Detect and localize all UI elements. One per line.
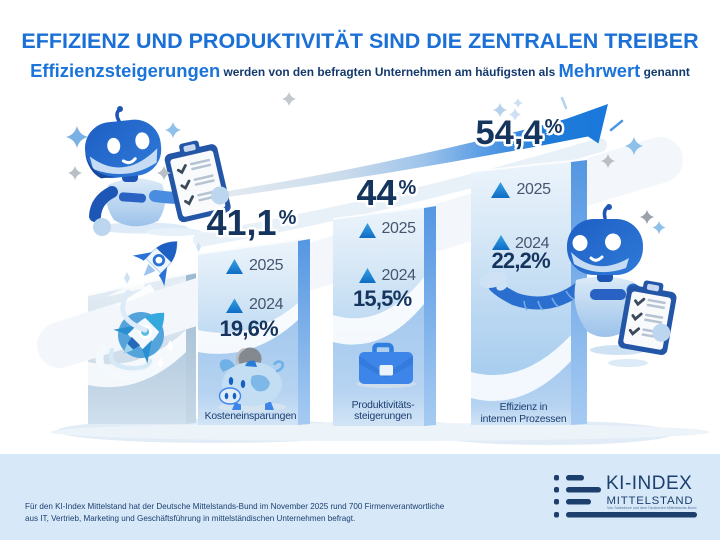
svg-text:KI-INDEX: KI-INDEX [606,473,692,494]
svg-text:MITTELSTAND: MITTELSTAND [607,495,694,507]
svg-text:Von Salesforce und dem Deutsch: Von Salesforce und dem Deutschen Mittels… [607,506,696,510]
